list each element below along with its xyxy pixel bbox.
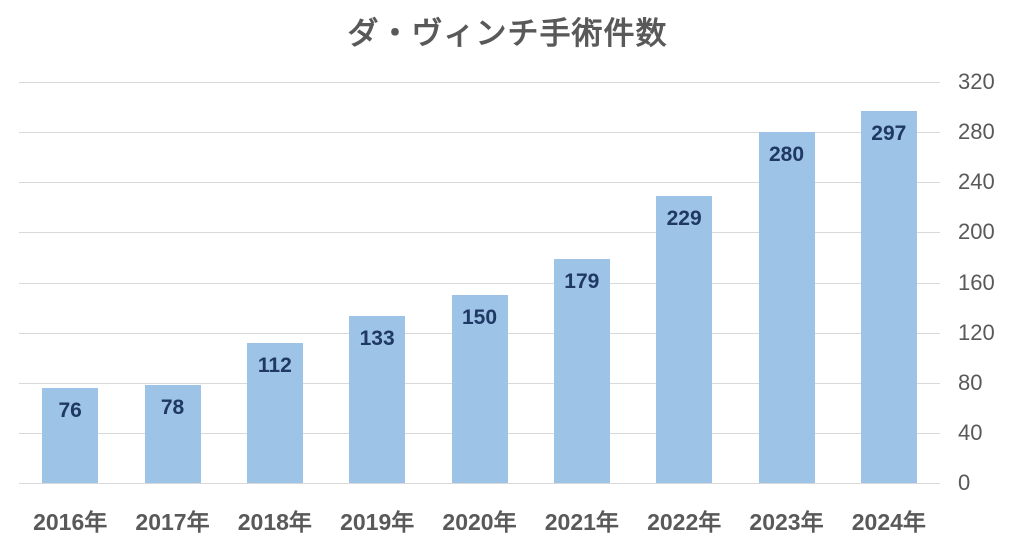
bar-value-label: 76	[58, 398, 82, 422]
bar-value-label: 112	[257, 353, 292, 377]
x-axis-label: 2017年	[135, 509, 210, 535]
y-axis-label: 240	[958, 169, 995, 195]
bar: 133	[349, 316, 406, 483]
bar-value-label: 280	[768, 143, 805, 167]
gridline	[19, 282, 940, 284]
y-axis-label: 120	[958, 319, 995, 345]
gridline	[19, 182, 940, 184]
gridline	[19, 82, 940, 83]
bar: 150	[451, 295, 508, 483]
bar: 297	[860, 110, 917, 483]
gridline	[19, 132, 940, 134]
x-axis-label: 2023年	[749, 509, 824, 535]
bar: 280	[758, 132, 815, 483]
y-axis-label: 200	[958, 219, 995, 245]
plot-area: 76 78 112 133 150 179 229 280 297	[19, 82, 940, 484]
chart-title: ダ・ヴィンチ手術件数	[347, 16, 668, 51]
x-axis-label: 2016年	[33, 509, 108, 535]
bar-value-label: 297	[871, 121, 907, 145]
bar-value-label: 179	[564, 269, 600, 293]
x-axis-label: 2018年	[237, 509, 312, 535]
x-axis-label: 2020年	[442, 509, 517, 535]
bar-value-label: 150	[461, 306, 498, 330]
x-axis-line	[19, 483, 940, 484]
x-axis-label: 2019年	[340, 509, 415, 535]
bar-value-label: 133	[359, 327, 395, 351]
y-axis-label: 160	[958, 269, 995, 295]
gridline	[19, 232, 940, 234]
bar-value-label: 78	[160, 396, 185, 420]
x-axis-label: 2024年	[851, 509, 926, 535]
bar: 229	[656, 196, 713, 483]
x-axis-label: 2022年	[647, 509, 722, 535]
y-axis-label: 0	[958, 470, 971, 495]
y-axis-label: 40	[958, 419, 983, 445]
bar: 78	[144, 385, 201, 483]
y-axis-label: 80	[958, 369, 983, 395]
y-axis-label: 320	[958, 69, 995, 94]
y-axis-label: 280	[958, 119, 995, 145]
bar: 112	[246, 342, 303, 483]
bar-value-label: 229	[666, 207, 702, 231]
bar: 179	[553, 258, 610, 483]
x-axis-label: 2021年	[544, 509, 619, 535]
bar: 76	[42, 387, 99, 483]
